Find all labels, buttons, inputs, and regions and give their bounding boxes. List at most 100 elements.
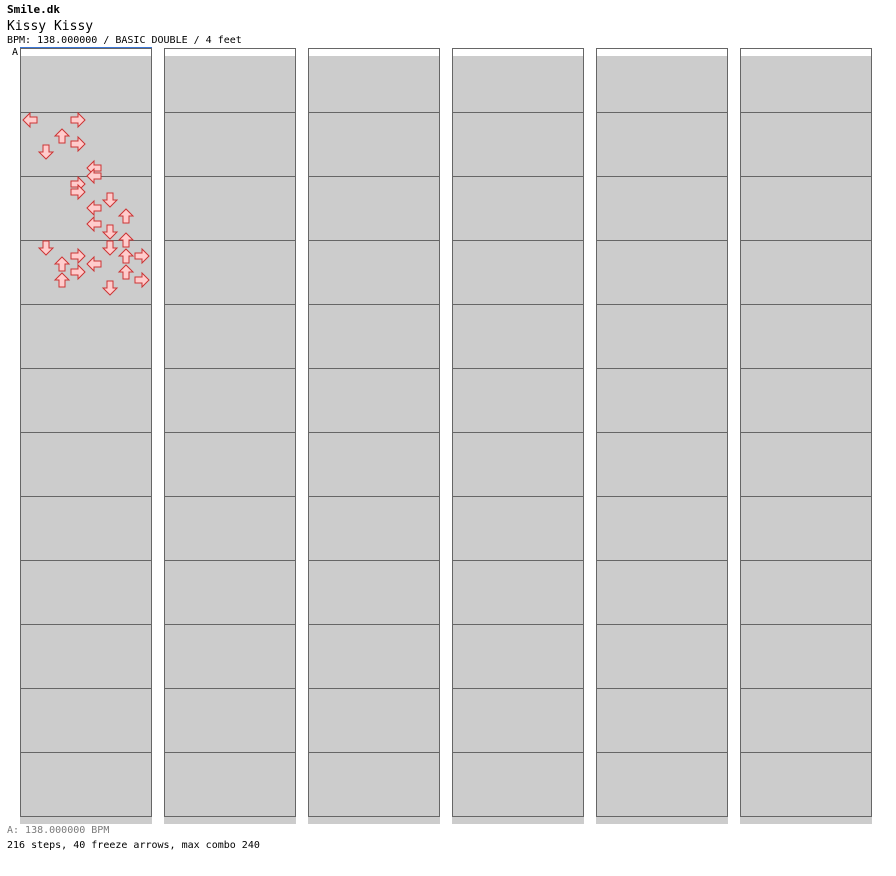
- measure-line: [740, 112, 872, 113]
- measure-line: [308, 176, 440, 177]
- measure-line: [452, 112, 584, 113]
- beat-stripe: [740, 760, 872, 776]
- beat-stripe: [596, 456, 728, 472]
- beat-stripe: [20, 456, 152, 472]
- step-arrow-l: [86, 199, 102, 217]
- bpm-section-line: [20, 47, 152, 48]
- chart-column: [596, 48, 728, 824]
- beat-stripe: [596, 408, 728, 424]
- beat-stripe: [740, 152, 872, 168]
- step-arrow-l: [86, 255, 102, 273]
- beat-stripe: [452, 328, 584, 344]
- beat-stripe: [740, 264, 872, 280]
- measure-line: [596, 560, 728, 561]
- measure-line: [164, 368, 296, 369]
- beat-stripe: [596, 200, 728, 216]
- beat-stripe: [740, 344, 872, 360]
- measure-line: [20, 688, 152, 689]
- beat-stripe: [308, 792, 440, 808]
- beat-stripe: [740, 408, 872, 424]
- column-border: [308, 48, 309, 816]
- column-border: [151, 48, 152, 816]
- measure-line: [740, 304, 872, 305]
- beat-stripe: [740, 792, 872, 808]
- beat-stripe: [452, 184, 584, 200]
- beat-stripe: [308, 664, 440, 680]
- beat-stripe: [452, 472, 584, 488]
- beat-stripe: [596, 152, 728, 168]
- step-arrow-l: [86, 167, 102, 185]
- measure-line: [164, 752, 296, 753]
- beat-stripe: [596, 392, 728, 408]
- beat-stripe: [20, 568, 152, 584]
- column-border: [439, 48, 440, 816]
- measure-line: [452, 688, 584, 689]
- beat-stripe: [164, 248, 296, 264]
- beat-stripe: [164, 152, 296, 168]
- beat-stripe: [164, 760, 296, 776]
- beat-stripe: [308, 88, 440, 104]
- beat-stripe: [452, 648, 584, 664]
- beat-stripe: [20, 536, 152, 552]
- measure-line: [164, 176, 296, 177]
- step-arrow-u: [117, 248, 135, 264]
- measure-line: [452, 752, 584, 753]
- beat-stripe: [596, 120, 728, 136]
- beat-stripe: [164, 392, 296, 408]
- beat-stripe: [308, 584, 440, 600]
- beat-stripe: [452, 600, 584, 616]
- beat-stripe: [596, 344, 728, 360]
- measure-line: [20, 496, 152, 497]
- beat-stripe: [20, 760, 152, 776]
- step-arrow-r: [70, 183, 86, 201]
- beat-stripe: [164, 728, 296, 744]
- beat-stripe: [308, 776, 440, 792]
- beat-stripe: [20, 392, 152, 408]
- measure-line: [740, 240, 872, 241]
- measure-line: [308, 624, 440, 625]
- beat-stripe: [596, 88, 728, 104]
- beat-stripe: [596, 520, 728, 536]
- measure-line: [452, 240, 584, 241]
- measure-line: [20, 560, 152, 561]
- measure-line: [20, 432, 152, 433]
- measure-line: [740, 432, 872, 433]
- beat-stripe: [308, 440, 440, 456]
- measure-line: [308, 432, 440, 433]
- beat-stripe: [164, 472, 296, 488]
- beat-stripe: [164, 328, 296, 344]
- beat-stripe: [164, 664, 296, 680]
- beat-stripe: [308, 456, 440, 472]
- beat-stripe: [596, 72, 728, 88]
- beat-stripe: [308, 120, 440, 136]
- beat-stripe: [20, 184, 152, 200]
- beat-stripe: [452, 88, 584, 104]
- beat-stripe: [164, 264, 296, 280]
- step-arrow-l: [86, 215, 102, 233]
- beat-stripe: [740, 280, 872, 296]
- beat-stripe: [20, 408, 152, 424]
- beat-stripe: [308, 184, 440, 200]
- beat-stripe: [308, 152, 440, 168]
- beat-stripe: [164, 440, 296, 456]
- beat-stripe: [452, 536, 584, 552]
- column-border: [20, 48, 21, 816]
- step-arrow-d: [101, 224, 119, 240]
- beat-stripe: [20, 248, 152, 264]
- measure-line: [452, 816, 584, 817]
- beat-stripe: [20, 88, 152, 104]
- beat-stripe: [740, 456, 872, 472]
- measure-line: [596, 304, 728, 305]
- beat-stripe: [452, 248, 584, 264]
- beat-stripe: [596, 280, 728, 296]
- beat-stripe: [740, 376, 872, 392]
- chart-column: [308, 48, 440, 824]
- beat-stripe: [164, 120, 296, 136]
- measure-line: [164, 240, 296, 241]
- beat-stripe: [164, 408, 296, 424]
- measure-line: [452, 176, 584, 177]
- beat-stripe: [164, 312, 296, 328]
- measure-line: [740, 496, 872, 497]
- beat-stripe: [452, 712, 584, 728]
- beat-stripe: [164, 456, 296, 472]
